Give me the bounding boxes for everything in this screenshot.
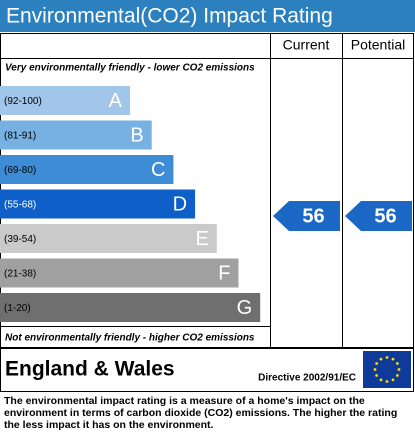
region: England & Wales [5,358,175,381]
band-range: (81-91) [4,131,36,142]
band [0,189,196,219]
star [379,357,383,361]
footer-frame [0,348,414,392]
band-range: (92-100) [4,96,42,107]
directive: Directive 2002/91/EC [258,373,356,384]
column-header: Potential [351,37,405,53]
band [0,258,239,288]
rating-value: 56 [374,205,396,227]
band [0,86,130,115]
band-range: (21-38) [4,269,36,280]
band-letter: C [151,159,165,181]
band-letter: D [173,193,187,215]
star [395,374,399,377]
title: Environmental(CO2) Impact Rating [6,5,333,28]
rating-arrow [273,201,340,231]
star [375,362,379,365]
band-letter: G [237,297,253,319]
band-range: (39-54) [4,234,36,245]
band-range: (69-80) [4,165,36,176]
band-letter: B [130,124,143,146]
star [375,374,379,377]
star [391,378,395,382]
band [0,224,217,253]
star [379,378,383,382]
band-letter: E [195,228,208,250]
star [395,362,399,365]
description: The environmental impact rating is a mea… [4,395,398,431]
star [391,357,395,361]
star [397,368,401,371]
band [0,155,174,184]
band-letter: A [109,90,123,112]
title-bar [0,0,415,32]
top-note: Very environmentally friendly - lower CO… [5,63,255,74]
band-range: (1-20) [4,303,31,314]
rating-value: 56 [302,205,324,227]
band [0,293,261,322]
column-header: Current [283,37,330,53]
star [385,356,389,359]
rating-chart: Environmental(CO2) Impact Rating Current… [0,0,415,392]
band-letter: F [218,262,230,284]
star [385,380,389,383]
band-range: (55-68) [4,200,36,211]
eu-flag [363,351,411,388]
star [373,368,377,371]
band [0,120,152,150]
rating-arrow [345,201,412,231]
bottom-note: Not environmentally friendly - higher CO… [5,333,255,344]
